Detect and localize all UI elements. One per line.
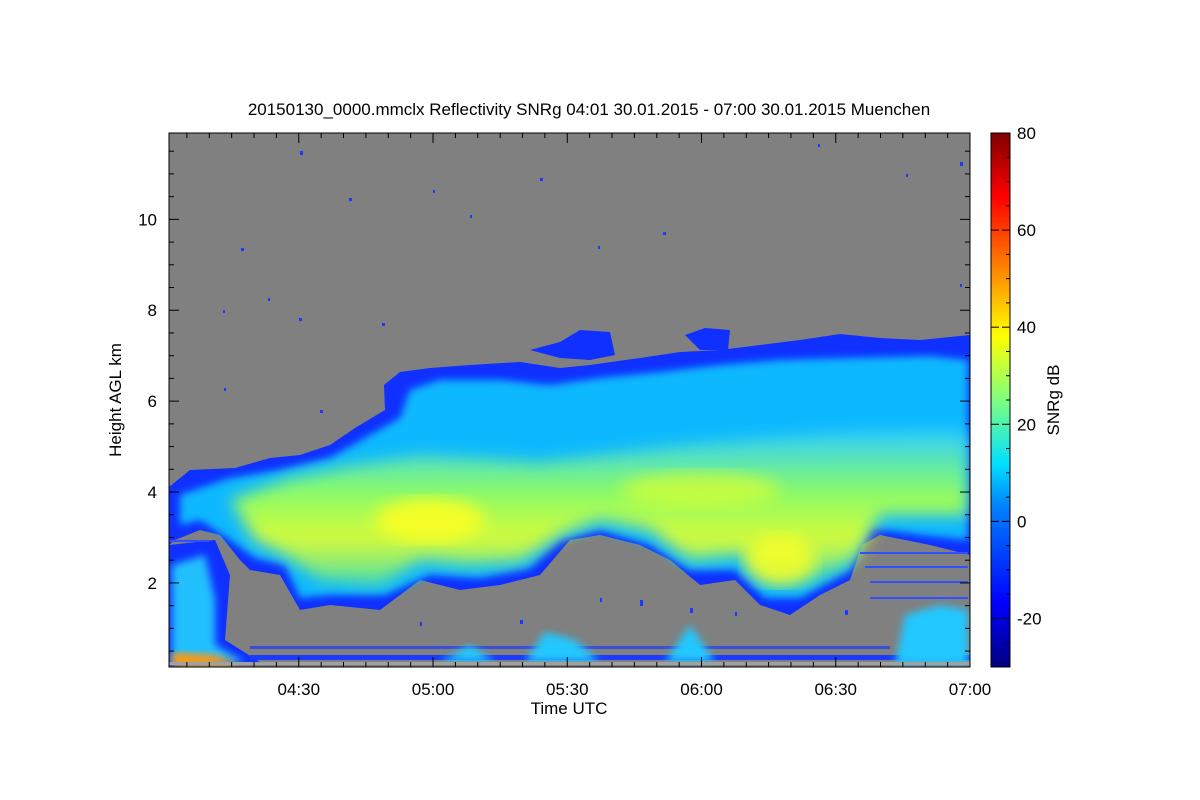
clutter-line [865, 566, 968, 568]
speckle [960, 162, 963, 166]
surface-clutter [250, 655, 970, 660]
chart-title: 20150130_0000.mmclx Reflectivity SNRg 04… [248, 100, 930, 119]
clutter-line [860, 552, 968, 554]
speckle [299, 318, 302, 321]
speckle [598, 246, 600, 249]
colorbar-tick-label: 0 [1017, 512, 1026, 531]
speckle [300, 151, 303, 155]
colorbar-label: SNRg dB [1044, 365, 1063, 436]
y-tick-label: 8 [148, 301, 157, 320]
colorbar-tick-label: 60 [1017, 221, 1036, 240]
speckle [349, 198, 352, 201]
speckle [663, 232, 666, 235]
clutter-line [169, 540, 209, 542]
upper-cloud-scrap [685, 328, 730, 350]
colorbar-axis: -20 0 20 40 60 80 [991, 124, 1042, 668]
plot-area [169, 133, 970, 667]
x-tick-label: 07:00 [949, 680, 992, 699]
surface-echo [895, 605, 968, 665]
x-tick-label: 05:30 [546, 680, 589, 699]
speckle [224, 388, 226, 391]
x-tick-label: 06:00 [680, 680, 723, 699]
speckle [906, 174, 908, 177]
y-tick-label: 6 [148, 392, 157, 411]
x-tick-label: 06:30 [814, 680, 857, 699]
surface-line [169, 662, 970, 665]
speckle [420, 622, 422, 626]
low-level-echo [172, 555, 245, 665]
speckle [845, 610, 848, 615]
speckle [818, 144, 820, 147]
speckle [540, 178, 543, 181]
speckle [470, 215, 472, 218]
x-tick-label: 05:00 [412, 680, 455, 699]
x-axis-label: Time UTC [531, 699, 608, 718]
clutter-line [870, 597, 968, 599]
speckle [960, 284, 962, 287]
y-tick-label: 2 [148, 574, 157, 593]
y-tick-label: 10 [138, 210, 157, 229]
cloud-core-max [745, 535, 815, 585]
speckle [690, 608, 693, 613]
speckle [600, 598, 602, 602]
speckle [640, 600, 643, 606]
speckle [382, 323, 385, 326]
colorbar-tick-label: 40 [1017, 318, 1036, 337]
surface-echo [440, 645, 495, 662]
colorbar-tick-label: 20 [1017, 415, 1036, 434]
y-axis: 2 4 6 8 10 [138, 150, 970, 652]
surface-echo [525, 632, 600, 662]
noise-speckles [223, 144, 963, 626]
speckle [268, 298, 270, 301]
surface-echo [665, 625, 715, 662]
plot-frame [168, 132, 971, 668]
colorbar-tick-label: -20 [1017, 609, 1042, 628]
upper-cloud-scrap [530, 330, 615, 360]
clutter-line [870, 581, 968, 583]
x-axis: 04:30 05:00 05:30 06:00 06:30 07:00 [186, 133, 992, 699]
x-tick-label: 04:30 [277, 680, 320, 699]
cloud-core-max [620, 472, 780, 508]
speckle [241, 248, 244, 251]
y-axis-label: Height AGL km [106, 343, 125, 457]
speckle [320, 410, 323, 413]
speckle [223, 310, 225, 313]
cloud-core-max [375, 498, 485, 542]
y-tick-label: 4 [148, 483, 157, 502]
speckle [433, 190, 435, 193]
speckle [520, 620, 523, 624]
speckle [735, 612, 737, 616]
colorbar-tick-label: 80 [1017, 124, 1036, 143]
